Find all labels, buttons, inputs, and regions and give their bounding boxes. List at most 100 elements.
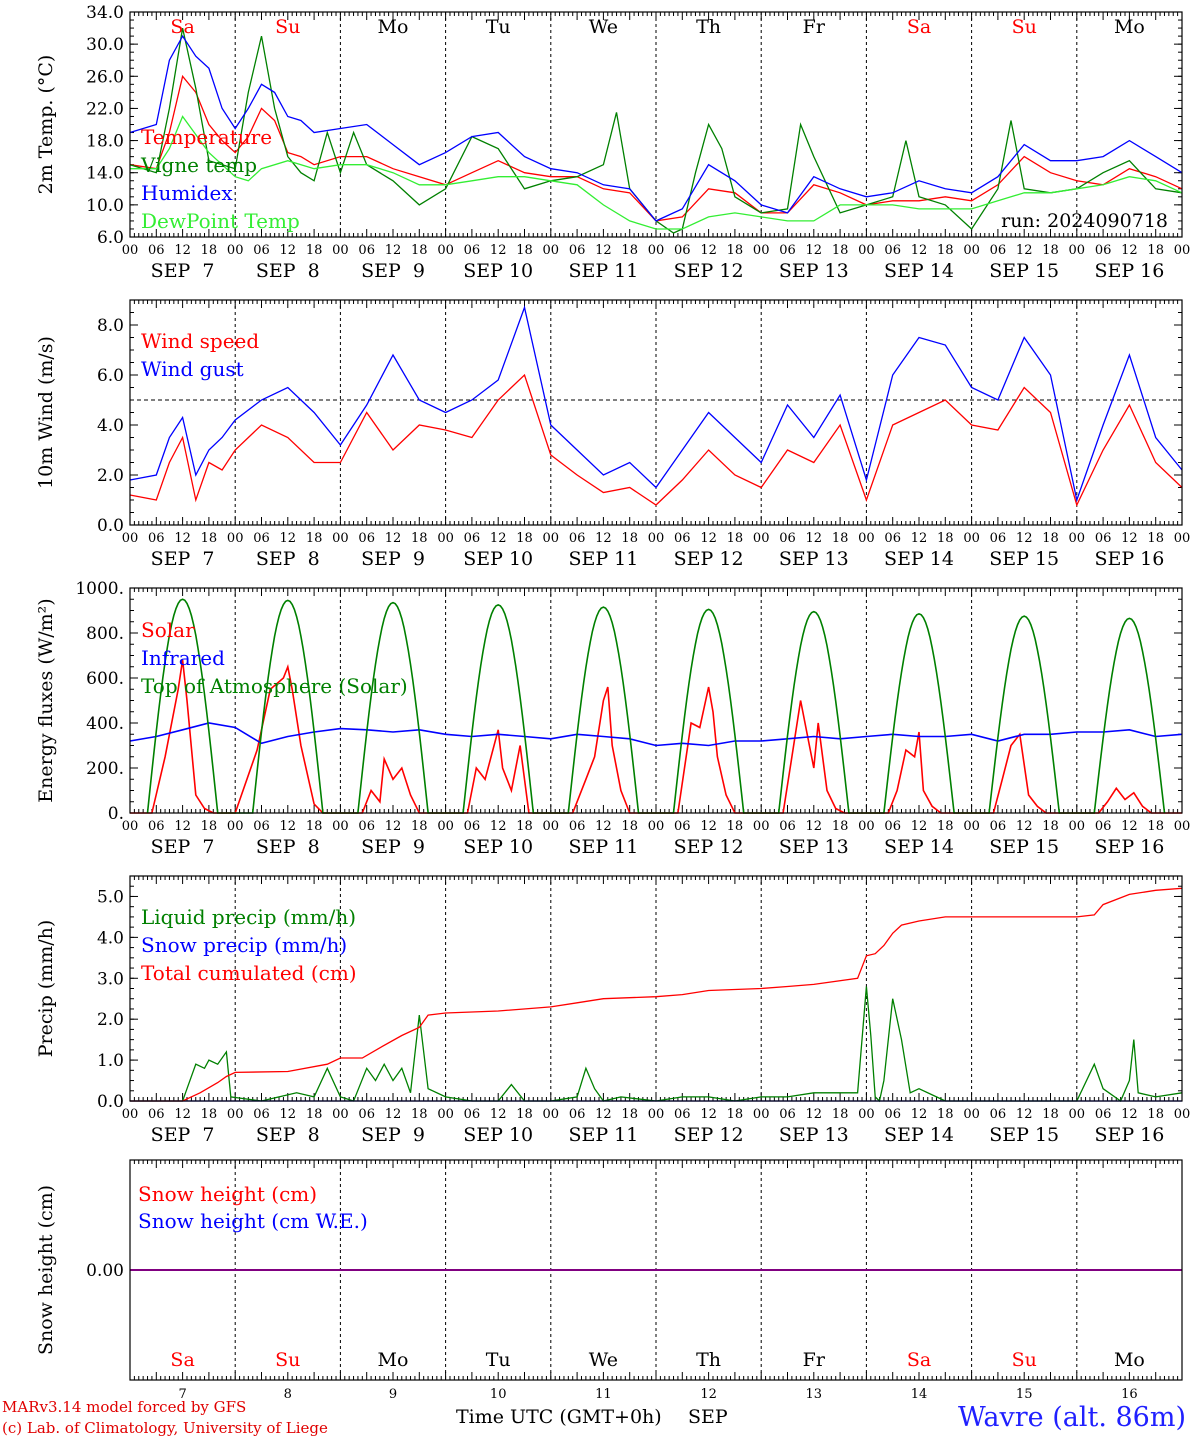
- hour-tick-label: 06: [884, 531, 901, 546]
- hour-tick-label: 18: [201, 1107, 218, 1122]
- hour-tick-label: 12: [700, 819, 717, 834]
- date-label: SEP 9: [361, 1124, 425, 1146]
- hour-tick-label: 06: [990, 819, 1007, 834]
- y-tick-label: 5.0: [97, 887, 124, 907]
- hour-tick-label: 18: [1042, 243, 1059, 258]
- hour-tick-label: 06: [148, 1107, 165, 1122]
- date-label: SEP 10: [463, 1124, 533, 1146]
- hour-tick-label: 00: [858, 819, 875, 834]
- day-number-label: 8: [284, 1387, 292, 1402]
- legend-entry: Wind gust: [141, 357, 244, 381]
- date-label: SEP 12: [674, 260, 744, 282]
- hour-tick-label: 18: [516, 531, 533, 546]
- panel-2: 0.0 2.0 4.0 6.0 8.0 10m Wind (m/s) Wind speed W…: [35, 299, 1191, 570]
- hour-tick-label: 06: [779, 1107, 796, 1122]
- hour-tick-label: 06: [253, 531, 270, 546]
- date-label: SEP 14: [884, 1124, 954, 1146]
- weekday-label: Mo: [1114, 16, 1145, 38]
- hour-tick-label: 18: [621, 531, 638, 546]
- hour-tick-label: 06: [148, 531, 165, 546]
- date-label: SEP 11: [568, 1124, 638, 1146]
- y-tick-label: 200.: [86, 759, 124, 779]
- hour-tick-label: 12: [806, 1107, 823, 1122]
- hour-tick-label: 00: [227, 243, 244, 258]
- weekday-label: Tu: [486, 16, 511, 38]
- hour-tick-label: 18: [201, 819, 218, 834]
- hour-tick-label: 00: [1174, 531, 1191, 546]
- hour-tick-label: 00: [963, 531, 980, 546]
- date-label: SEP 15: [989, 260, 1059, 282]
- panel-1: 6.0 10.0 14.0 18.0 22.0 26.0 30.0 34.0 2m Temp. …: [35, 3, 1190, 282]
- plot-frame: [129, 11, 1183, 238]
- run-label: run: 2024090718: [1001, 210, 1168, 232]
- hour-tick-label: 00: [1174, 819, 1191, 834]
- hour-tick-label: 00: [858, 243, 875, 258]
- date-label: SEP 12: [674, 836, 744, 858]
- hour-tick-label: 00: [122, 531, 139, 546]
- hour-tick-label: 00: [648, 531, 665, 546]
- hour-tick-label: 12: [1016, 819, 1033, 834]
- y-tick-label: 6.0: [97, 228, 124, 248]
- date-label: SEP 12: [674, 548, 744, 570]
- hour-tick-label: 12: [490, 1107, 507, 1122]
- model-credit-text: MARv3.14 model forced by GFS: [2, 1398, 247, 1416]
- hour-tick-label: 06: [990, 1107, 1007, 1122]
- hour-tick-label: 06: [464, 1107, 481, 1122]
- hour-tick-label: 06: [464, 819, 481, 834]
- y-axis-title: Precip (mm/h): [35, 920, 57, 1058]
- hour-tick-label: 12: [595, 243, 612, 258]
- weekday-label: Sa: [907, 16, 931, 38]
- hour-tick-label: 00: [227, 819, 244, 834]
- hour-tick-label: 12: [490, 531, 507, 546]
- hour-tick-label: 00: [227, 1107, 244, 1122]
- hour-tick-label: 00: [437, 819, 454, 834]
- hour-tick-label: 12: [385, 531, 402, 546]
- hour-tick-label: 12: [174, 1107, 191, 1122]
- hour-tick-label: 18: [306, 531, 323, 546]
- plot-frame: [129, 299, 1183, 526]
- y-axis-title: Energy fluxes (W/m²): [35, 598, 57, 802]
- hour-tick-label: 12: [280, 531, 297, 546]
- hour-tick-label: 06: [569, 531, 586, 546]
- hour-tick-label: 00: [1069, 243, 1086, 258]
- hour-tick-label: 00: [648, 819, 665, 834]
- weekday-label: Sa: [170, 16, 194, 38]
- day-number-label: 9: [389, 1387, 397, 1402]
- hour-tick-label: 18: [937, 819, 954, 834]
- date-label: SEP 10: [463, 548, 533, 570]
- hour-tick-label: 18: [411, 1107, 428, 1122]
- date-label: SEP 14: [884, 836, 954, 858]
- hour-tick-label: 18: [621, 243, 638, 258]
- y-tick-label: 4.0: [97, 416, 124, 436]
- hour-tick-label: 00: [543, 819, 560, 834]
- hour-tick-label: 06: [464, 243, 481, 258]
- series-line: [130, 887, 1183, 1102]
- hour-tick-label: 06: [884, 1107, 901, 1122]
- date-label: SEP 15: [989, 1124, 1059, 1146]
- hour-tick-label: 12: [806, 531, 823, 546]
- hour-tick-label: 06: [779, 243, 796, 258]
- date-label: SEP 16: [1094, 260, 1164, 282]
- hour-tick-label: 12: [806, 243, 823, 258]
- hour-tick-label: 18: [201, 531, 218, 546]
- y-tick-label: 400.: [86, 714, 124, 734]
- hour-tick-label: 00: [437, 243, 454, 258]
- weekday-label: Mo: [1114, 1349, 1145, 1371]
- date-label: SEP 7: [151, 836, 215, 858]
- day-number-label: 7: [178, 1387, 186, 1402]
- hour-tick-label: 00: [1174, 1107, 1191, 1122]
- legend-entry: Snow height (cm): [138, 1182, 317, 1206]
- legend-entry: DewPoint Temp: [141, 209, 300, 233]
- legend-entry: Snow height (cm W.E.): [138, 1209, 368, 1233]
- hour-tick-label: 00: [437, 1107, 454, 1122]
- hour-tick-label: 18: [1147, 243, 1164, 258]
- date-label: SEP 13: [779, 836, 849, 858]
- series-line: [129, 34, 1183, 222]
- date-label: SEP 9: [361, 836, 425, 858]
- hour-tick-label: 06: [569, 819, 586, 834]
- hour-tick-label: 00: [753, 531, 770, 546]
- hour-tick-label: 06: [253, 1107, 270, 1122]
- date-label: SEP 9: [361, 260, 425, 282]
- hour-tick-label: 06: [358, 1107, 375, 1122]
- date-label: SEP 16: [1094, 548, 1164, 570]
